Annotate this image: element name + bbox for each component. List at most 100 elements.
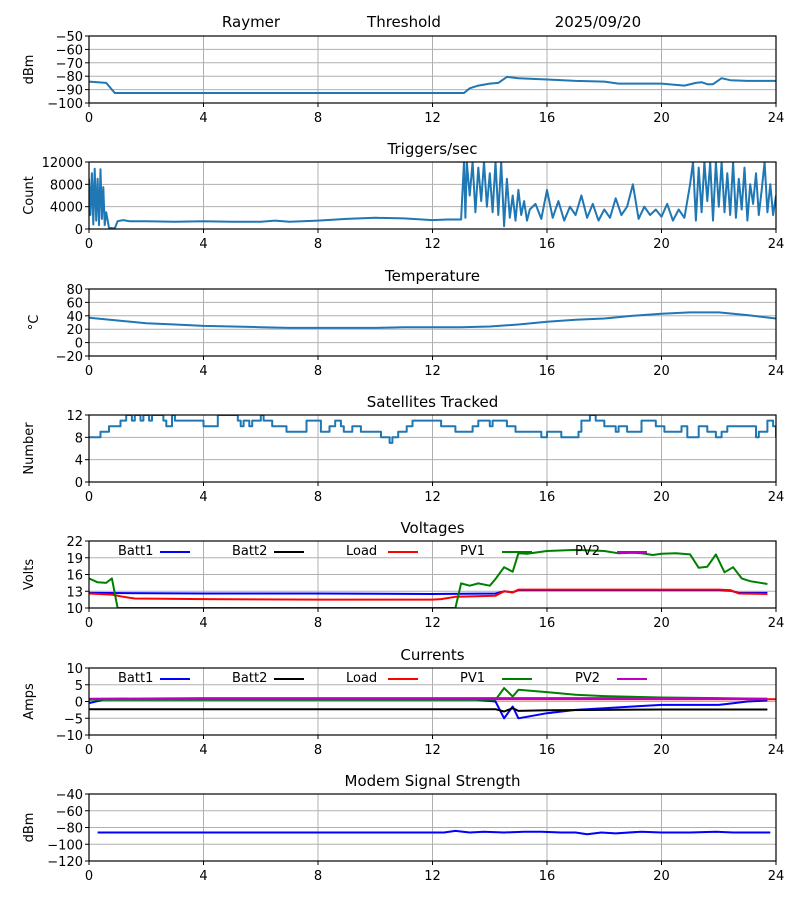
legend-item-batt2: Batt2 xyxy=(232,671,304,686)
y-axis-label: dBm xyxy=(22,813,37,843)
chart-title: Voltages xyxy=(400,519,464,537)
y-tick-label: 20 xyxy=(66,323,83,338)
figure-header: Raymer Threshold 2025/09/20 xyxy=(222,13,641,31)
legend-item-pv1: PV1 xyxy=(460,671,532,686)
x-tick-label: 4 xyxy=(199,616,207,631)
legend-item-batt1: Batt1 xyxy=(118,544,190,559)
x-tick-label: 20 xyxy=(653,111,670,126)
x-tick-label: 24 xyxy=(768,237,785,252)
y-tick-label: 10 xyxy=(66,602,83,617)
y-tick-label: 80 xyxy=(66,283,83,298)
x-tick-label: 16 xyxy=(539,237,556,252)
y-tick-label: 12000 xyxy=(42,156,83,171)
gridlines xyxy=(88,414,777,483)
x-tick-label: 12 xyxy=(424,616,441,631)
series-line-modem xyxy=(97,829,771,836)
chart-title: Modem Signal Strength xyxy=(345,772,521,790)
x-tick-label: 0 xyxy=(85,237,93,252)
x-tick-label: 20 xyxy=(653,237,670,252)
legend-label: Load xyxy=(346,544,377,559)
x-tick-label: 4 xyxy=(199,490,207,505)
x-tick-label: 4 xyxy=(199,869,207,884)
y-axis-label: Amps xyxy=(22,683,37,720)
x-tick-label: 24 xyxy=(768,111,785,126)
series-group xyxy=(89,548,768,608)
y-tick-label: 4 xyxy=(75,454,83,469)
x-tick-label: 0 xyxy=(85,111,93,126)
series-group xyxy=(89,415,776,444)
x-tick-label: 20 xyxy=(653,616,670,631)
x-tick-label: 12 xyxy=(424,490,441,505)
series-line-load xyxy=(89,588,768,601)
x-tick-label: 16 xyxy=(539,869,556,884)
x-tick-label: 12 xyxy=(424,237,441,252)
x-tick-label: 4 xyxy=(199,111,207,126)
gridlines xyxy=(88,667,777,736)
header-mode: Threshold xyxy=(366,13,441,31)
chart-title: Currents xyxy=(400,646,464,664)
legend-item-batt1: Batt1 xyxy=(118,671,190,686)
x-tick-label: 16 xyxy=(539,743,556,758)
x-tick-label: 8 xyxy=(314,616,322,631)
x-tick-label: 16 xyxy=(539,616,556,631)
panel-satellites: Satellites Tracked 0 4 8 12 16 20 24 0 4 8 12 Number xyxy=(22,393,784,505)
y-tick-label: 19 xyxy=(66,552,83,567)
y-tick-label: 12 xyxy=(66,409,83,424)
gridlines xyxy=(88,793,777,862)
y-tick-label: 4000 xyxy=(50,201,83,216)
x-tick-label: 8 xyxy=(314,490,322,505)
x-tick-label: 12 xyxy=(424,869,441,884)
y-tick-label: −120 xyxy=(47,855,83,870)
series-group xyxy=(89,162,776,229)
legend: Batt1 Batt2 Load PV1 PV2 xyxy=(118,544,647,559)
series-line-temperature xyxy=(89,311,776,329)
y-tick-label: −100 xyxy=(47,838,83,853)
y-tick-label: −40 xyxy=(56,788,83,803)
y-tick-label: 0 xyxy=(75,696,83,711)
y-tick-label: −60 xyxy=(56,805,83,820)
x-tick-label: 0 xyxy=(85,364,93,379)
x-tick-label: 12 xyxy=(424,111,441,126)
y-tick-label: −20 xyxy=(56,350,83,365)
series-line-batt2 xyxy=(89,707,768,713)
header-date: 2025/09/20 xyxy=(555,13,641,31)
y-tick-label: 0 xyxy=(75,223,83,238)
y-tick-label: −5 xyxy=(64,712,83,727)
legend-item-pv2: PV2 xyxy=(575,544,647,559)
chart-title: Triggers/sec xyxy=(387,140,478,158)
series-line-batt1 xyxy=(89,589,768,595)
series-line-threshold xyxy=(89,75,776,94)
x-tick-label: 20 xyxy=(653,364,670,379)
y-axis-label: Volts xyxy=(22,559,37,591)
x-tick-label: 20 xyxy=(653,490,670,505)
y-tick-label: 22 xyxy=(66,535,83,550)
y-tick-label: 5 xyxy=(75,679,83,694)
x-tick-label: 4 xyxy=(199,743,207,758)
legend-label: Batt2 xyxy=(232,671,267,686)
y-tick-label: 8000 xyxy=(50,178,83,193)
x-tick-label: 24 xyxy=(768,869,785,884)
y-axis-label: dBm xyxy=(22,55,37,85)
legend-label: Batt1 xyxy=(118,671,153,686)
x-tick-label: 0 xyxy=(85,743,93,758)
legend-label: PV2 xyxy=(575,544,600,559)
x-tick-label: 4 xyxy=(199,237,207,252)
y-tick-label: −10 xyxy=(56,729,83,744)
legend-label: PV2 xyxy=(575,671,600,686)
y-tick-label: −90 xyxy=(56,84,83,99)
series-line-pv1 xyxy=(89,548,768,608)
legend-label: PV1 xyxy=(460,671,485,686)
series-line-pv2 xyxy=(89,697,768,700)
series-line-satellites xyxy=(89,415,776,444)
series-group xyxy=(89,75,776,94)
y-tick-label: 10 xyxy=(66,662,83,677)
chart-title: Temperature xyxy=(384,267,480,285)
x-tick-label: 24 xyxy=(768,616,785,631)
x-tick-label: 0 xyxy=(85,490,93,505)
y-axis-label: Count xyxy=(22,176,37,215)
y-axis-label: Number xyxy=(22,422,37,475)
x-tick-label: 16 xyxy=(539,490,556,505)
